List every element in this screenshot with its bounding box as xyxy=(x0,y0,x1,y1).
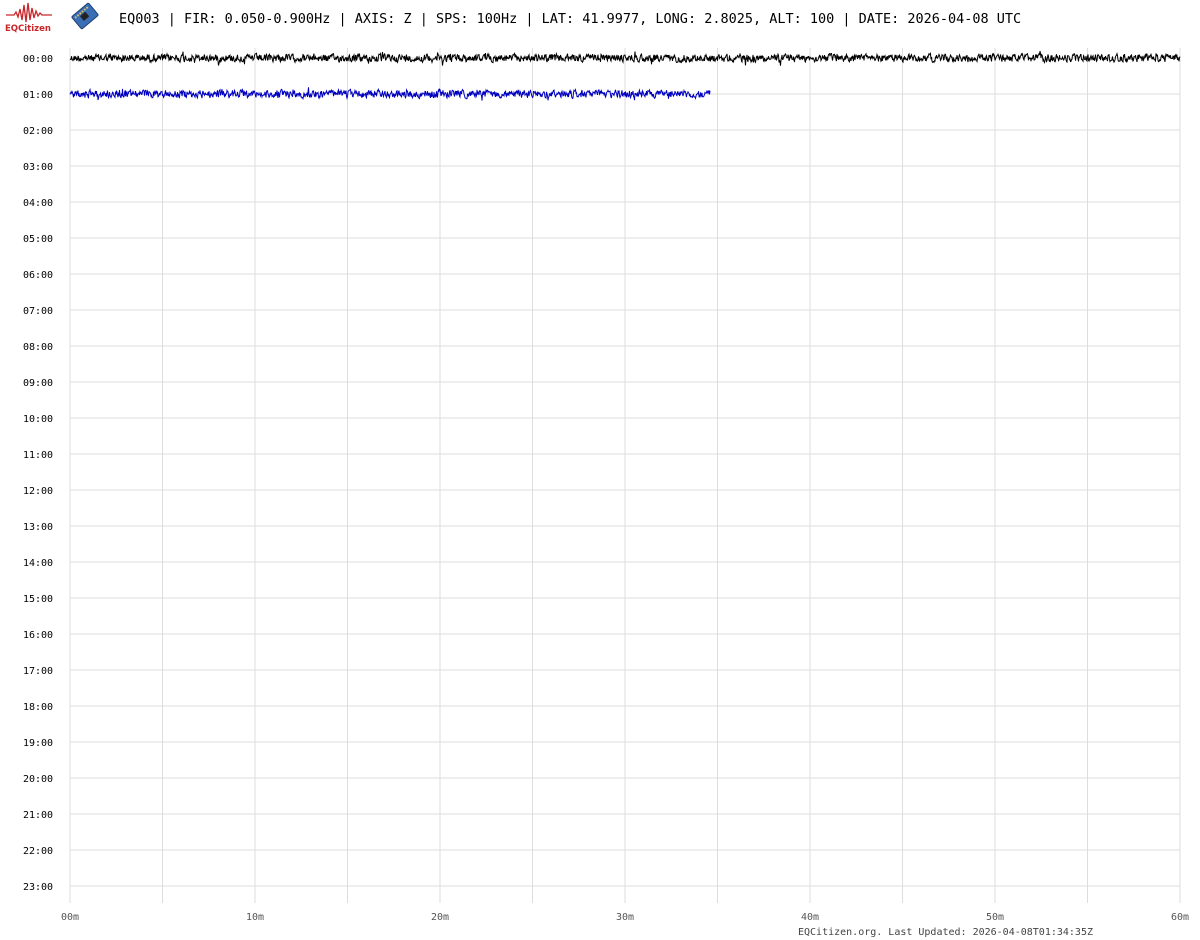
seismic-trace-0100 xyxy=(69,87,711,101)
x-tick-label: 30m xyxy=(616,912,634,923)
x-tick-label: 10m xyxy=(246,912,264,923)
y-tick-label: 21:00 xyxy=(23,810,53,821)
y-tick-label: 18:00 xyxy=(23,702,53,713)
y-tick-label: 22:00 xyxy=(23,846,53,857)
y-tick-label: 19:00 xyxy=(23,738,53,749)
y-tick-label: 17:00 xyxy=(23,666,53,677)
eqcitizen-logo: EQCitizen xyxy=(5,2,52,34)
chart-title: EQ003 | FIR: 0.050-0.900Hz | AXIS: Z | S… xyxy=(119,11,1021,27)
y-tick-label: 15:00 xyxy=(23,594,53,605)
svg-text:EQCitizen: EQCitizen xyxy=(5,24,51,34)
y-tick-label: 23:00 xyxy=(23,882,53,893)
y-tick-label: 14:00 xyxy=(23,558,53,569)
y-tick-label: 02:00 xyxy=(23,126,53,137)
y-tick-label: 03:00 xyxy=(23,162,53,173)
y-tick-label: 00:00 xyxy=(23,54,53,65)
x-tick-label: 00m xyxy=(61,912,79,923)
y-tick-label: 08:00 xyxy=(23,342,53,353)
y-tick-label: 04:00 xyxy=(23,198,53,209)
x-tick-label: 50m xyxy=(986,912,1004,923)
y-tick-label: 01:00 xyxy=(23,90,53,101)
y-tick-label: 06:00 xyxy=(23,270,53,281)
x-axis-labels: 00m 10m 20m 30m 40m 50m 60m xyxy=(61,912,1189,923)
y-tick-label: 07:00 xyxy=(23,306,53,317)
y-tick-label: 16:00 xyxy=(23,630,53,641)
last-updated-footer: EQCitizen.org. Last Updated: 2026-04-08T… xyxy=(798,927,1093,938)
y-tick-label: 09:00 xyxy=(23,378,53,389)
seismic-trace-0000 xyxy=(69,50,1181,66)
y-tick-label: 20:00 xyxy=(23,774,53,785)
traces xyxy=(69,50,1181,101)
sensor-chip-icon xyxy=(71,2,99,30)
logo-waveform-icon xyxy=(6,2,52,23)
x-tick-label: 40m xyxy=(801,912,819,923)
y-tick-label: 10:00 xyxy=(23,414,53,425)
x-tick-label: 20m xyxy=(431,912,449,923)
y-axis-labels: 00:00 01:00 02:00 03:00 04:00 05:00 06:00 07:00… xyxy=(23,54,53,893)
y-tick-label: 11:00 xyxy=(23,450,53,461)
y-tick-label: 13:00 xyxy=(23,522,53,533)
grid xyxy=(69,48,1181,903)
y-tick-label: 05:00 xyxy=(23,234,53,245)
y-tick-label: 12:00 xyxy=(23,486,53,497)
x-tick-label: 60m xyxy=(1171,912,1189,923)
